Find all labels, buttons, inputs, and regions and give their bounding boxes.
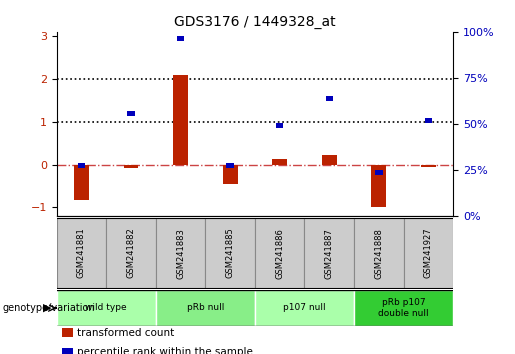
Text: p107 null: p107 null [283, 303, 326, 313]
Bar [375, 170, 383, 175]
Bar [222, 165, 237, 184]
Bar [272, 159, 287, 165]
Text: GSM241885: GSM241885 [226, 228, 235, 279]
Text: genotype/variation: genotype/variation [3, 303, 95, 313]
Text: GSM241881: GSM241881 [77, 228, 86, 279]
Bar [78, 163, 85, 168]
Bar [325, 96, 333, 101]
Text: transformed count: transformed count [77, 328, 175, 338]
Bar [127, 111, 135, 116]
Text: pRb p107
double null: pRb p107 double null [379, 298, 429, 318]
Bar [74, 165, 89, 200]
Bar [421, 165, 436, 167]
Bar [227, 163, 234, 168]
Title: GDS3176 / 1449328_at: GDS3176 / 1449328_at [174, 16, 336, 29]
Bar [173, 75, 188, 165]
Text: GSM241887: GSM241887 [325, 228, 334, 279]
Bar [57, 290, 156, 326]
Bar [177, 36, 184, 41]
Bar [124, 165, 139, 168]
Text: pRb null: pRb null [186, 303, 224, 313]
Bar [156, 218, 205, 289]
Bar [425, 118, 432, 124]
Text: GSM241886: GSM241886 [275, 228, 284, 279]
Bar [205, 218, 255, 289]
Text: GSM241927: GSM241927 [424, 228, 433, 279]
Text: GSM241882: GSM241882 [127, 228, 135, 279]
Text: ▶: ▶ [43, 303, 52, 313]
Bar [276, 122, 283, 128]
Bar [255, 290, 354, 326]
Bar [322, 155, 337, 165]
Bar [255, 218, 304, 289]
Bar [106, 218, 156, 289]
Bar [354, 218, 404, 289]
Bar [57, 218, 106, 289]
Text: GSM241888: GSM241888 [374, 228, 383, 279]
Bar [156, 290, 255, 326]
Text: wild type: wild type [85, 303, 127, 313]
Bar [354, 290, 453, 326]
Bar [304, 218, 354, 289]
Bar [371, 165, 386, 207]
Text: percentile rank within the sample: percentile rank within the sample [77, 347, 253, 354]
Bar [404, 218, 453, 289]
Text: GSM241883: GSM241883 [176, 228, 185, 279]
